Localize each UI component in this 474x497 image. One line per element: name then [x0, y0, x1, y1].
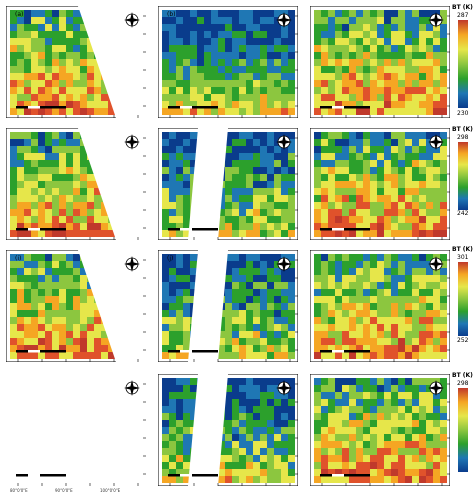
colorbar-1-title: BT (K): [452, 4, 473, 11]
colorbar-3-title: BT (K): [452, 246, 473, 253]
brightness-temperature-map: [158, 374, 298, 486]
colorbar-2-title: BT (K): [452, 126, 473, 133]
colorbar-4-title: BT (K): [452, 372, 473, 379]
colorbar-3-min: 252: [457, 337, 469, 344]
colorbar-1-max: 287: [457, 12, 469, 19]
brightness-temperature-map: [6, 6, 146, 118]
map-panel-14: [158, 374, 304, 488]
brightness-temperature-map: [158, 128, 298, 240]
compass-icon: [276, 134, 292, 150]
bottom-axis-label-1: 80°0'0"E: [10, 488, 28, 493]
map-panel-5: [6, 128, 152, 242]
panel-label: (i): [15, 255, 22, 262]
brightness-temperature-map: [310, 374, 450, 486]
bottom-axis-label-2: 90°0'0"E: [55, 488, 73, 493]
brightness-temperature-map: [158, 250, 298, 362]
brightness-temperature-map: [6, 250, 146, 362]
brightness-temperature-map: [310, 6, 450, 118]
colorbar-2-min: 242: [457, 210, 469, 217]
compass-icon: [124, 256, 140, 272]
map-panel-2: (b): [158, 6, 304, 120]
compass-icon: [428, 12, 444, 28]
bottom-axis-label-3: 100°0'0"E: [100, 488, 121, 493]
map-panel-3: [310, 6, 456, 120]
map-panel-10: (j): [158, 250, 304, 364]
map-panel-9: (i): [6, 250, 152, 364]
colorbar-1-min: 230: [457, 110, 469, 117]
brightness-temperature-map: [6, 128, 146, 240]
brightness-temperature-map: [158, 6, 298, 118]
map-panel-13: [6, 374, 152, 488]
compass-icon: [428, 256, 444, 272]
colorbar-3-max: 301: [457, 254, 469, 261]
compass-icon: [124, 12, 140, 28]
map-panel-1: (a): [6, 6, 152, 120]
compass-icon: [428, 380, 444, 396]
brightness-temperature-map: [310, 128, 450, 240]
compass-icon: [428, 134, 444, 150]
colorbar-4-max: 298: [457, 380, 469, 387]
map-panel-15: [310, 374, 456, 488]
compass-icon: [124, 380, 140, 396]
panel-label: (b): [167, 11, 176, 18]
compass-icon: [276, 380, 292, 396]
map-panel-7: [310, 128, 456, 242]
panel-label: (j): [167, 255, 174, 262]
brightness-temperature-map: [310, 250, 450, 362]
colorbar-2-max: 298: [457, 134, 469, 141]
brightness-temperature-map: [6, 374, 146, 486]
map-panel-6: [158, 128, 304, 242]
compass-icon: [276, 12, 292, 28]
compass-icon: [276, 256, 292, 272]
compass-icon: [124, 134, 140, 150]
panel-label: (a): [15, 11, 24, 18]
map-panel-11: [310, 250, 456, 364]
